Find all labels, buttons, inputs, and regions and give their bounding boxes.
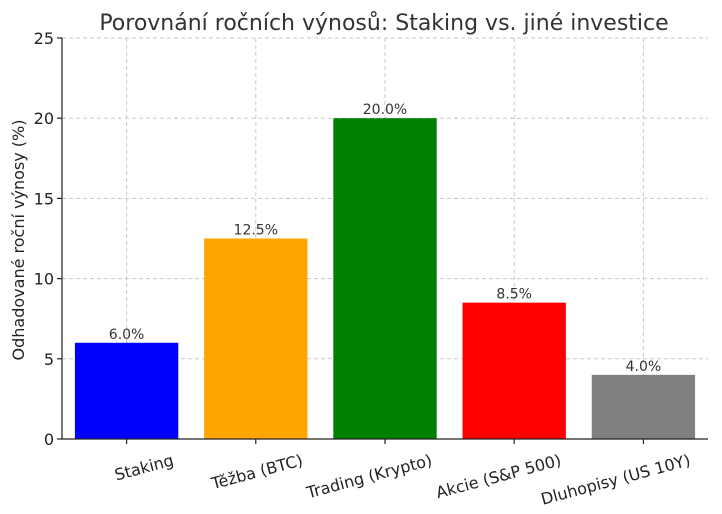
y-tick-label: 20 [34, 109, 54, 128]
x-tick-label: Trading (Krypto) [304, 451, 435, 503]
y-axis-label: Odhadované roční výnosy (%) [9, 120, 28, 361]
bar [333, 118, 437, 439]
y-tick-label: 25 [34, 29, 54, 48]
bar [204, 238, 308, 439]
data-label: 12.5% [234, 223, 278, 239]
data-label: 20.0% [363, 102, 407, 118]
chart-title: Porovnání ročních výnosů: Staking vs. ji… [99, 11, 668, 36]
bar [591, 374, 696, 439]
y-ticks: 0 5 10 15 20 25 [34, 29, 62, 449]
data-label: 8.5% [496, 287, 532, 303]
bars [74, 118, 696, 439]
data-labels: 6.0% 12.5% 20.0% 8.5% 4.0% [109, 102, 661, 375]
x-tick-label: Těžba (BTC) [208, 451, 304, 494]
bar [74, 342, 179, 439]
y-tick-label: 10 [34, 270, 54, 289]
y-tick-label: 15 [34, 189, 54, 208]
data-label: 4.0% [626, 359, 662, 375]
y-tick-label: 5 [44, 350, 54, 369]
x-tick-label: Staking [113, 451, 176, 485]
bar [462, 302, 566, 439]
x-ticks: Staking Těžba (BTC) Trading (Krypto) Akcie … [113, 439, 693, 509]
x-tick-label: Dluhopisy (US 10Y) [539, 451, 693, 509]
data-label: 6.0% [109, 327, 145, 343]
y-tick-label: 0 [44, 430, 54, 449]
